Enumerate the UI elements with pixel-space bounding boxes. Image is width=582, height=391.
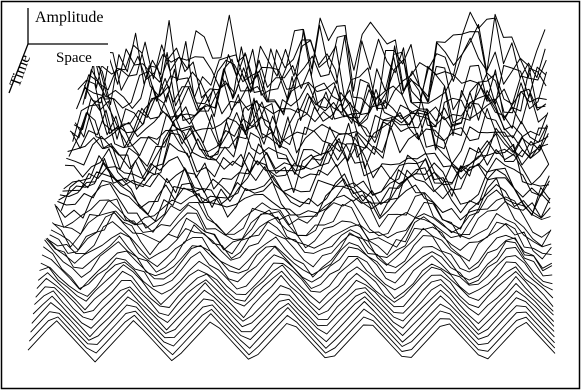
time-slice-trace — [49, 211, 552, 260]
time-slice-trace — [45, 232, 553, 278]
time-slice-trace — [79, 46, 547, 124]
time-slice-trace — [48, 221, 552, 262]
time-slice-trace — [72, 92, 549, 159]
time-slice-trace — [68, 112, 549, 173]
time-slice-trace — [63, 140, 550, 197]
time-slice-trace — [60, 160, 550, 211]
time-slice-trace — [86, 11, 546, 104]
time-slice-trace — [87, 13, 546, 102]
time-slice-trace — [30, 307, 555, 349]
axis-key-backdrop — [28, 4, 110, 66]
amplitude-label: Amplitude — [35, 9, 103, 26]
time-slice-trace — [50, 209, 552, 251]
time-slice-trace — [35, 282, 555, 325]
time-slice-trace — [27, 320, 556, 363]
waterfall-traces — [27, 11, 556, 363]
time-slice-trace — [70, 101, 549, 160]
time-slice-trace — [37, 270, 554, 312]
time-slice-trace — [43, 244, 553, 291]
space-label: Space — [56, 50, 92, 66]
time-slice-trace — [54, 186, 551, 236]
time-slice-trace — [69, 103, 549, 166]
time-slice-trace — [84, 20, 546, 109]
time-slice-trace — [34, 289, 555, 331]
time-slice-trace — [44, 239, 553, 281]
time-slice-trace — [36, 274, 554, 319]
time-slice-trace — [31, 301, 555, 343]
time-slice-trace — [32, 295, 555, 338]
time-slice-trace — [40, 257, 554, 300]
time-slice-trace — [39, 264, 554, 307]
time-slice-trace — [59, 158, 551, 216]
time-slice-trace — [67, 123, 549, 180]
time-slice-trace — [28, 313, 556, 356]
time-slice-trace — [46, 224, 553, 270]
time-slice-trace — [81, 44, 547, 124]
time-slice-trace — [77, 77, 547, 138]
time-axis-line — [8, 43, 29, 94]
time-slice-trace — [78, 53, 547, 136]
